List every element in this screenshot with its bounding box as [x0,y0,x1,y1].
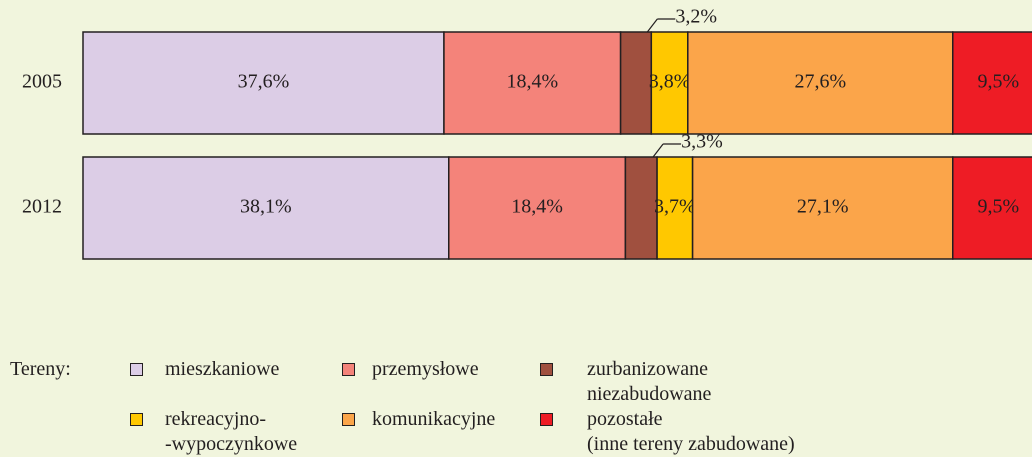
y-tick-label: 2005 [22,71,62,93]
value-label: 3,7% [654,196,696,218]
bar-segment [952,156,1032,260]
legend-swatch [540,363,553,376]
legend-label: przemysłowe [372,358,479,380]
bar-segment [656,156,694,260]
legend-title: Tereny: [10,358,71,380]
value-label: 27,1% [797,196,849,218]
value-label: 3,3% [681,131,723,153]
legend-label: mieszkaniowe [165,358,280,380]
bar-segment [619,31,653,135]
legend-swatch [540,413,553,426]
y-tick-label: 2012 [22,196,62,218]
legend-swatch [342,413,355,426]
legend-label: komunikacyjne [372,408,496,430]
bar-segment [82,31,445,135]
bar-segment [624,156,658,260]
value-label: 38,1% [240,196,292,218]
value-label: 27,6% [794,71,846,93]
legend-swatch [342,363,355,376]
value-label: 18,4% [506,71,558,93]
value-label: 3,2% [675,6,717,28]
legend-swatch [130,413,143,426]
value-label: 37,6% [238,71,290,93]
value-label: 9,5% [978,71,1020,93]
legend-label: zurbanizowane niezabudowane [587,358,712,405]
leader-line [652,143,664,158]
bar-segment [82,156,450,260]
bar-segment [443,31,622,135]
legend-swatch [130,363,143,376]
value-label: 3,8% [649,71,691,93]
bar-segment [448,156,627,260]
legend-label: rekreacyjno- -wypoczynkowe [165,408,298,455]
value-label: 9,5% [978,196,1020,218]
bar-segment [691,156,954,260]
bar-segment [650,31,689,135]
legend-label: pozostałe (inne tereny zabudowane) [587,408,795,455]
value-label: 18,4% [511,196,563,218]
leader-line [646,18,658,33]
bar-segment [952,31,1032,135]
